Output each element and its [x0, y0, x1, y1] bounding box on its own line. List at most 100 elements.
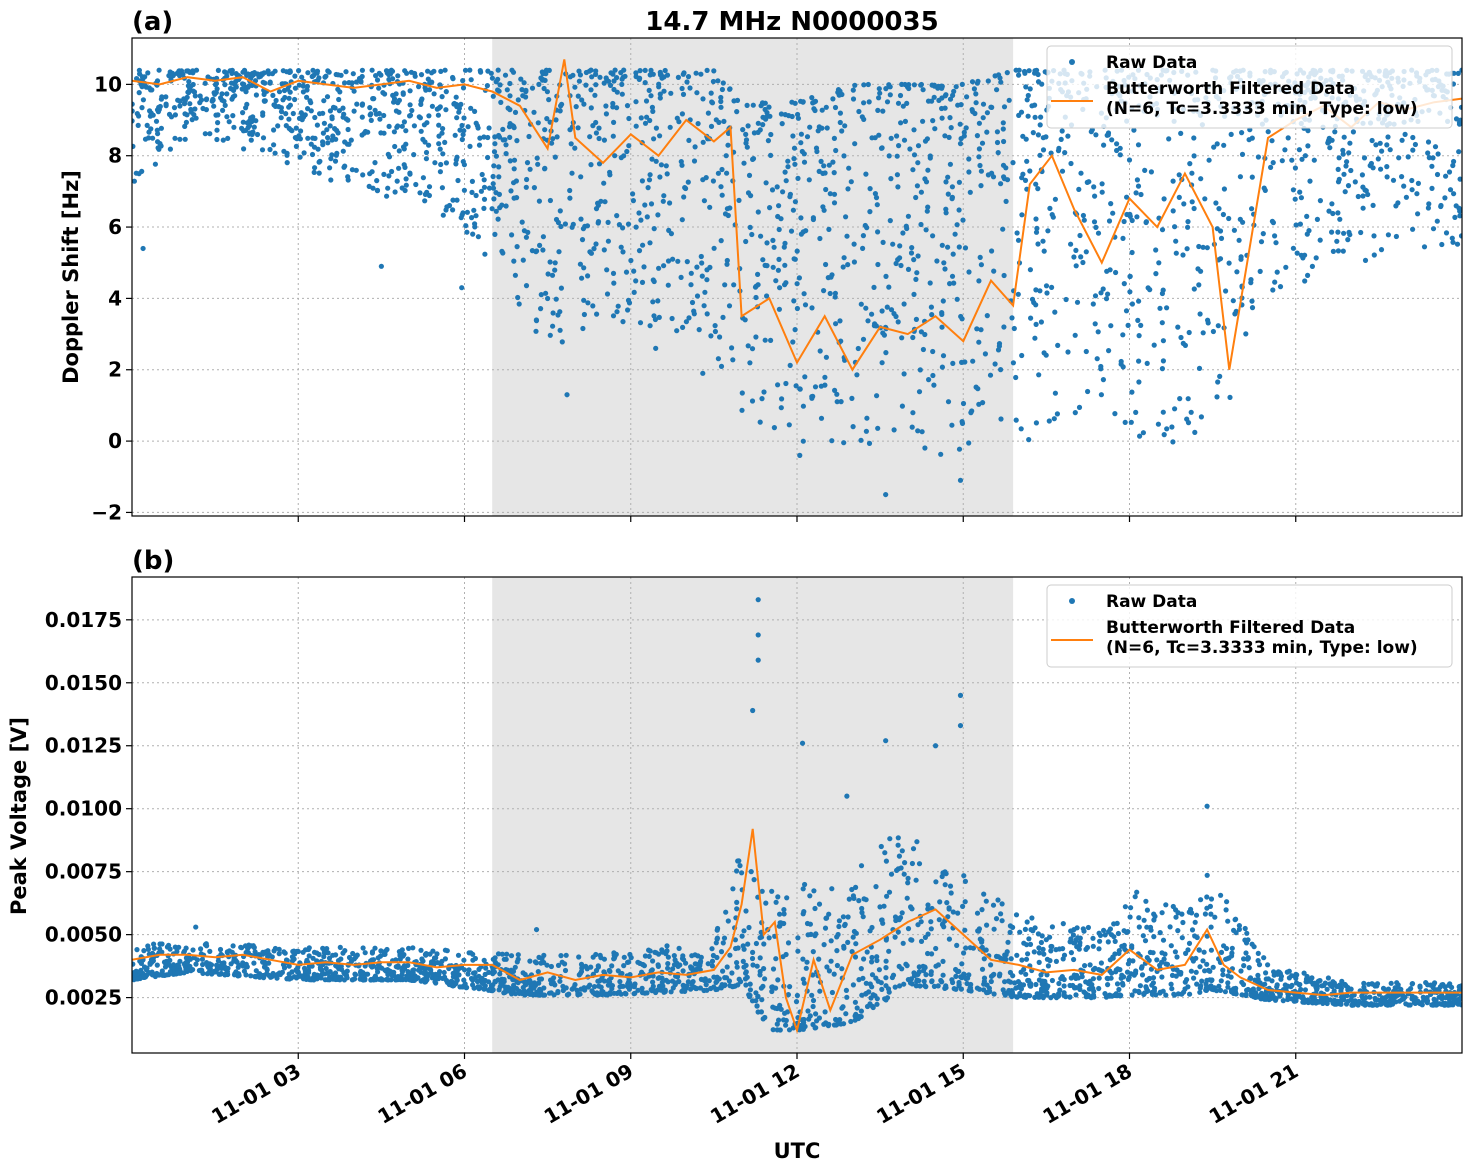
raw-data-point — [475, 123, 480, 128]
raw-data-point — [930, 233, 935, 238]
raw-data-point — [177, 73, 182, 78]
raw-data-point — [658, 95, 663, 100]
raw-data-point — [137, 68, 142, 73]
raw-data-point — [881, 904, 886, 909]
raw-data-point — [632, 290, 637, 295]
raw-data-point — [1229, 951, 1234, 956]
raw-data-point — [312, 136, 317, 141]
legend-filtered-params: (N=6, Tc=3.3333 min, Type: low) — [1106, 99, 1418, 119]
raw-data-point — [1382, 999, 1387, 1004]
raw-data-point — [759, 997, 764, 1002]
raw-data-point — [1156, 260, 1161, 265]
raw-data-point — [998, 181, 1003, 186]
raw-data-point — [759, 986, 764, 991]
raw-data-point — [1426, 205, 1431, 210]
raw-data-point — [241, 146, 246, 151]
raw-data-point — [606, 983, 611, 988]
raw-data-point — [1136, 379, 1141, 384]
raw-data-point — [946, 192, 951, 197]
raw-data-point — [363, 129, 368, 134]
raw-data-point — [434, 951, 439, 956]
raw-data-point — [792, 256, 797, 261]
raw-data-point — [828, 291, 833, 296]
raw-data-point — [224, 114, 229, 119]
raw-data-point — [970, 359, 975, 364]
raw-data-point — [634, 124, 639, 129]
raw-data-point — [770, 187, 775, 192]
raw-data-point — [666, 283, 671, 288]
raw-data-point — [911, 127, 916, 132]
raw-data-point — [644, 990, 649, 995]
raw-data-point — [939, 325, 944, 330]
raw-data-point — [710, 959, 715, 964]
raw-data-point — [896, 843, 901, 848]
raw-data-point — [1161, 410, 1166, 415]
raw-data-point — [1173, 949, 1178, 954]
raw-data-point — [1326, 975, 1331, 980]
raw-data-point — [387, 968, 392, 973]
raw-data-point — [516, 957, 521, 962]
raw-data-point — [718, 95, 723, 100]
raw-data-point — [558, 328, 563, 333]
raw-data-point — [958, 122, 963, 127]
raw-data-point — [1077, 233, 1082, 238]
raw-data-point — [141, 97, 146, 102]
raw-data-point — [531, 110, 536, 115]
raw-data-point — [541, 234, 546, 239]
raw-data-point — [819, 159, 824, 164]
raw-data-point — [773, 278, 778, 283]
raw-data-point — [767, 205, 772, 210]
raw-data-point — [216, 68, 221, 73]
raw-data-point — [1432, 980, 1437, 985]
raw-data-point — [425, 69, 430, 74]
raw-data-point — [1009, 315, 1014, 320]
raw-data-point — [592, 984, 597, 989]
raw-data-point — [556, 220, 561, 225]
raw-data-point — [898, 120, 903, 125]
raw-data-point — [777, 912, 782, 917]
raw-data-point — [521, 258, 526, 263]
raw-data-point — [803, 302, 808, 307]
raw-data-point — [578, 262, 583, 267]
raw-data-point — [795, 949, 800, 954]
raw-data-point — [418, 948, 423, 953]
raw-data-point — [835, 90, 840, 95]
raw-data-point — [649, 201, 654, 206]
raw-data-point — [493, 955, 498, 960]
raw-data-point — [1268, 165, 1273, 170]
raw-data-point — [1289, 983, 1294, 988]
raw-data-point — [407, 113, 412, 118]
raw-data-point — [1091, 967, 1096, 972]
raw-data-point — [1136, 299, 1141, 304]
raw-data-point — [819, 384, 824, 389]
raw-data-point — [1040, 239, 1045, 244]
raw-data-point — [342, 80, 347, 85]
raw-data-point — [386, 173, 391, 178]
raw-data-point — [1232, 311, 1237, 316]
raw-data-point — [597, 136, 602, 141]
raw-data-point — [528, 167, 533, 172]
raw-data-point — [1294, 222, 1299, 227]
raw-data-point — [585, 273, 590, 278]
raw-data-point — [306, 970, 311, 975]
raw-data-point — [1036, 945, 1041, 950]
raw-data-point — [1261, 231, 1266, 236]
raw-data-point — [1209, 978, 1214, 983]
raw-data-point — [957, 244, 962, 249]
raw-data-point — [1101, 928, 1106, 933]
raw-data-point — [470, 982, 475, 987]
raw-data-point — [1237, 238, 1242, 243]
raw-data-point — [470, 179, 475, 184]
raw-data-point — [994, 87, 999, 92]
raw-data-point — [942, 986, 947, 991]
raw-data-point — [1169, 986, 1174, 991]
y-tick-label: 0 — [108, 429, 122, 453]
raw-data-point — [784, 178, 789, 183]
raw-data-point — [1021, 994, 1026, 999]
raw-data-point — [998, 911, 1003, 916]
raw-data-point — [925, 136, 930, 141]
raw-data-point — [367, 184, 372, 189]
raw-data-point — [284, 153, 289, 158]
raw-data-point — [369, 118, 374, 123]
raw-data-point — [764, 180, 769, 185]
